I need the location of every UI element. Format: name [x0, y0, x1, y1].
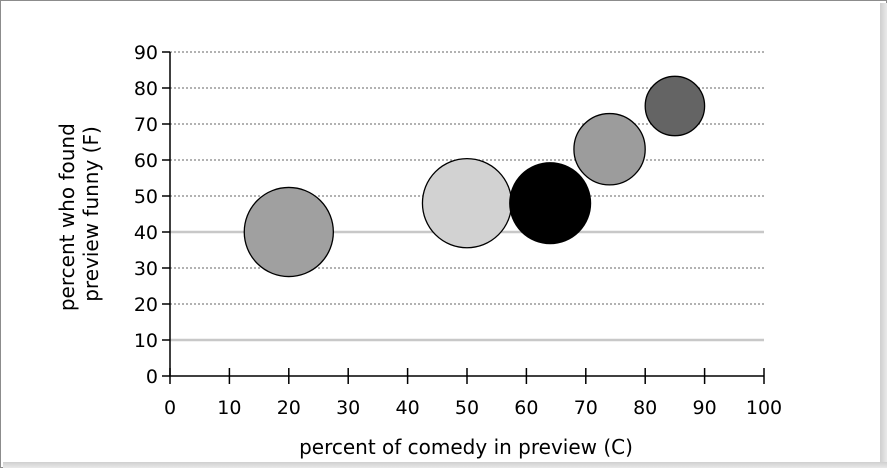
- axes: [162, 51, 765, 384]
- frame-shadow-right: [880, 3, 887, 468]
- x-tick-label-30: 30: [336, 397, 360, 419]
- y-tick-label-10: 10: [134, 330, 158, 352]
- data-point-3: [509, 162, 592, 245]
- data-point-2: [421, 157, 513, 249]
- y-tick-label-40: 40: [134, 222, 158, 244]
- x-tick-label-90: 90: [693, 397, 717, 419]
- x-tick-label-80: 80: [633, 397, 657, 419]
- y-axis-title-line-1: percent who found: [55, 123, 79, 311]
- y-tick-label-60: 60: [134, 150, 158, 172]
- data-point-1: [243, 186, 334, 278]
- frame-shadow-bottom: [3, 462, 887, 468]
- data-point-5: [644, 75, 706, 137]
- data-points: [243, 75, 706, 278]
- x-tick-label-60: 60: [514, 397, 538, 419]
- y-tick-label-0: 0: [146, 366, 158, 388]
- x-tick-label-40: 40: [396, 397, 420, 419]
- x-tick-label-10: 10: [217, 397, 241, 419]
- y-tick-label-90: 90: [134, 42, 158, 64]
- x-axis-title: percent of comedy in preview (C): [299, 435, 633, 459]
- y-tick-label-50: 50: [134, 186, 158, 208]
- y-axis-title-line-2: preview funny (F): [79, 126, 103, 302]
- x-tick-label-0: 0: [164, 397, 176, 419]
- x-tick-label-50: 50: [455, 397, 479, 419]
- y-axis-title: percent who found preview funny (F): [55, 117, 103, 311]
- tick-labels: 0 10 20 30 40 50 60 70 80 90 0 10 20 30 40 50 60 70 80 90 10…: [134, 42, 782, 419]
- x-tick-label-100: 100: [746, 397, 782, 419]
- y-tick-label-20: 20: [134, 294, 158, 316]
- x-tick-label-70: 70: [574, 397, 598, 419]
- y-tick-label-80: 80: [134, 78, 158, 100]
- data-point-4: [573, 112, 646, 186]
- y-tick-label-30: 30: [134, 258, 158, 280]
- y-tick-label-70: 70: [134, 114, 158, 136]
- x-tick-label-20: 20: [277, 397, 301, 419]
